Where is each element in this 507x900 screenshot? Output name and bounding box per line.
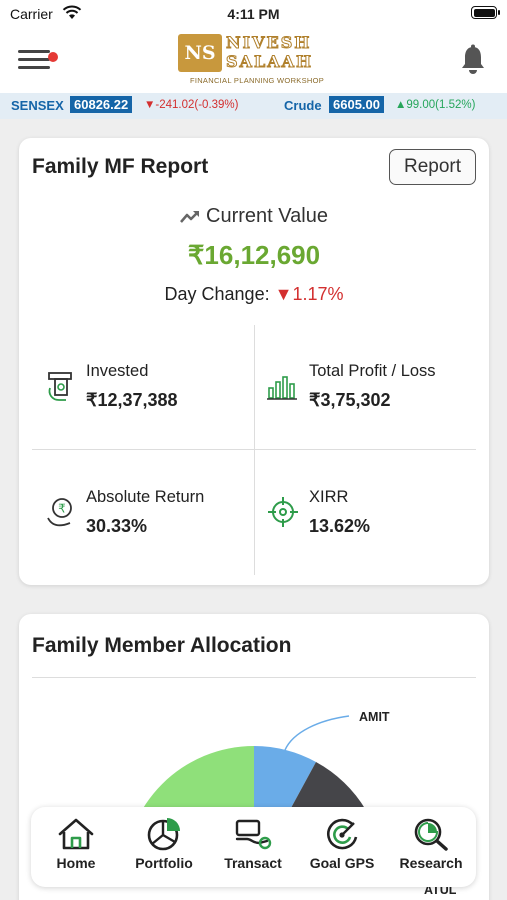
stats-horizontal-divider	[32, 449, 476, 450]
invested-icon	[48, 372, 72, 401]
ticker-name-sensex: SENSEX	[11, 98, 64, 113]
nav-goal-gps-label: Goal GPS	[309, 855, 375, 871]
profit-loss-value: ₹3,75,302	[309, 390, 391, 410]
absolute-return-value: 30.33%	[86, 516, 148, 536]
invested-value: ₹12,37,388	[86, 390, 178, 410]
stats-vertical-divider	[254, 325, 255, 575]
logo-word-salaah: SALAAH	[225, 52, 314, 72]
logo-badge: NS	[178, 34, 222, 72]
report-title: Family MF Report	[32, 155, 209, 178]
battery-icon	[471, 6, 500, 19]
ticker-value-crude: 6605.00	[329, 96, 384, 113]
day-change: Day Change: ▼1.17%	[19, 284, 489, 305]
carrier-label: Carrier	[10, 6, 53, 22]
wifi-icon	[62, 5, 82, 19]
nivesh-salaah-logo: NS NIVESH SALAAH FINANCIAL PLANNING WORK…	[176, 30, 336, 88]
nav-goal-gps[interactable]: Goal GPS	[299, 817, 385, 883]
transact-icon	[235, 819, 272, 850]
nav-research-label: Research	[399, 855, 463, 871]
research-icon	[414, 818, 448, 851]
xirr-value: 13.62%	[309, 516, 371, 536]
nav-home[interactable]: Home	[33, 817, 119, 883]
ticker-change-sensex: ▼-241.02(-0.39%)	[144, 99, 239, 111]
app-header: NS NIVESH SALAAH FINANCIAL PLANNING WORK…	[0, 28, 507, 93]
ticker-value-sensex: 60826.22	[70, 96, 133, 113]
profit-loss-label: Total Profit / Loss	[309, 362, 436, 380]
current-value-label-text: Current Value	[206, 205, 328, 227]
pie-chart-icon	[147, 818, 180, 851]
nav-portfolio[interactable]: Portfolio	[121, 817, 207, 883]
allocation-divider	[32, 677, 476, 678]
menu-button[interactable]	[18, 46, 58, 72]
xirr-label: XIRR	[309, 488, 349, 506]
nav-research[interactable]: Research	[388, 817, 474, 883]
status-time: 4:11 PM	[227, 6, 280, 22]
status-bar: Carrier 4:11 PM	[0, 0, 507, 28]
nav-transact[interactable]: Transact	[210, 817, 296, 883]
goal-icon	[327, 818, 358, 850]
bell-icon[interactable]	[459, 44, 487, 76]
svg-text:₹: ₹	[58, 502, 66, 516]
bottom-navigation: Home Portfolio Transact Goal GPS	[31, 807, 476, 887]
day-change-label: Day Change:	[164, 284, 270, 304]
current-value-label: Current Value	[19, 205, 489, 228]
trend-icon	[180, 211, 200, 223]
nav-portfolio-label: Portfolio	[135, 855, 193, 871]
absolute-return-label: Absolute Return	[86, 488, 205, 506]
ticker-change-crude: ▲99.00(1.52%)	[395, 99, 476, 111]
rupee-hand-icon: ₹	[47, 498, 72, 527]
allocation-title: Family Member Allocation	[32, 634, 292, 657]
bar-chart-icon	[267, 376, 297, 400]
nav-transact-label: Transact	[224, 855, 282, 871]
ticker-change-sensex-text: -241.02(-0.39%)	[155, 99, 239, 111]
logo-tagline: FINANCIAL PLANNING WORKSHOP	[189, 76, 325, 85]
current-value-amount: ₹16,12,690	[187, 240, 321, 270]
day-change-value-text: 1.17%	[292, 284, 344, 304]
notification-dot	[48, 52, 58, 62]
ticker-change-crude-text: 99.00(1.52%)	[406, 99, 476, 111]
invested-label: Invested	[86, 362, 149, 380]
report-button[interactable]: Report	[389, 149, 476, 185]
day-change-value: ▼1.17%	[274, 284, 344, 304]
target-icon	[268, 497, 298, 527]
home-icon	[58, 818, 94, 850]
pie-label-amit: AMIT	[359, 710, 390, 724]
nav-home-label: Home	[56, 855, 96, 871]
market-ticker: SENSEX 60826.22 ▼-241.02(-0.39%) Crude 6…	[0, 93, 507, 119]
ticker-name-crude: Crude	[284, 98, 322, 113]
family-mf-report-card: Family MF Report Report Current Value ₹1…	[19, 138, 489, 585]
amit-label-line	[284, 715, 350, 751]
logo-word-nivesh: NIVESH	[225, 33, 312, 53]
